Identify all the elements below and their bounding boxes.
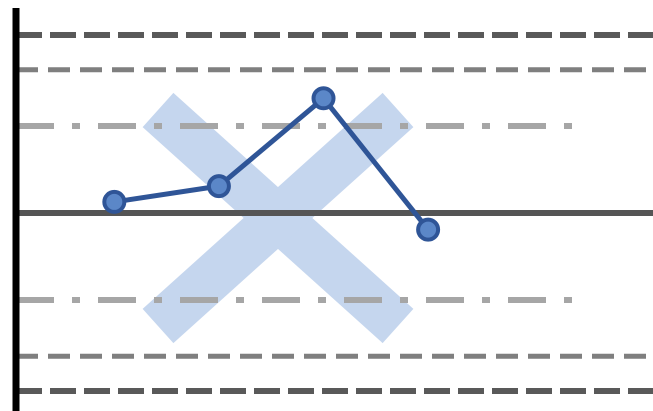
data-point-3 xyxy=(311,86,336,111)
data-point-1 xyxy=(102,189,127,214)
series-line xyxy=(113,95,431,232)
data-point-4 xyxy=(416,217,441,242)
data-point-2 xyxy=(206,174,231,199)
cross-overlay-stroke-2 xyxy=(142,92,414,344)
